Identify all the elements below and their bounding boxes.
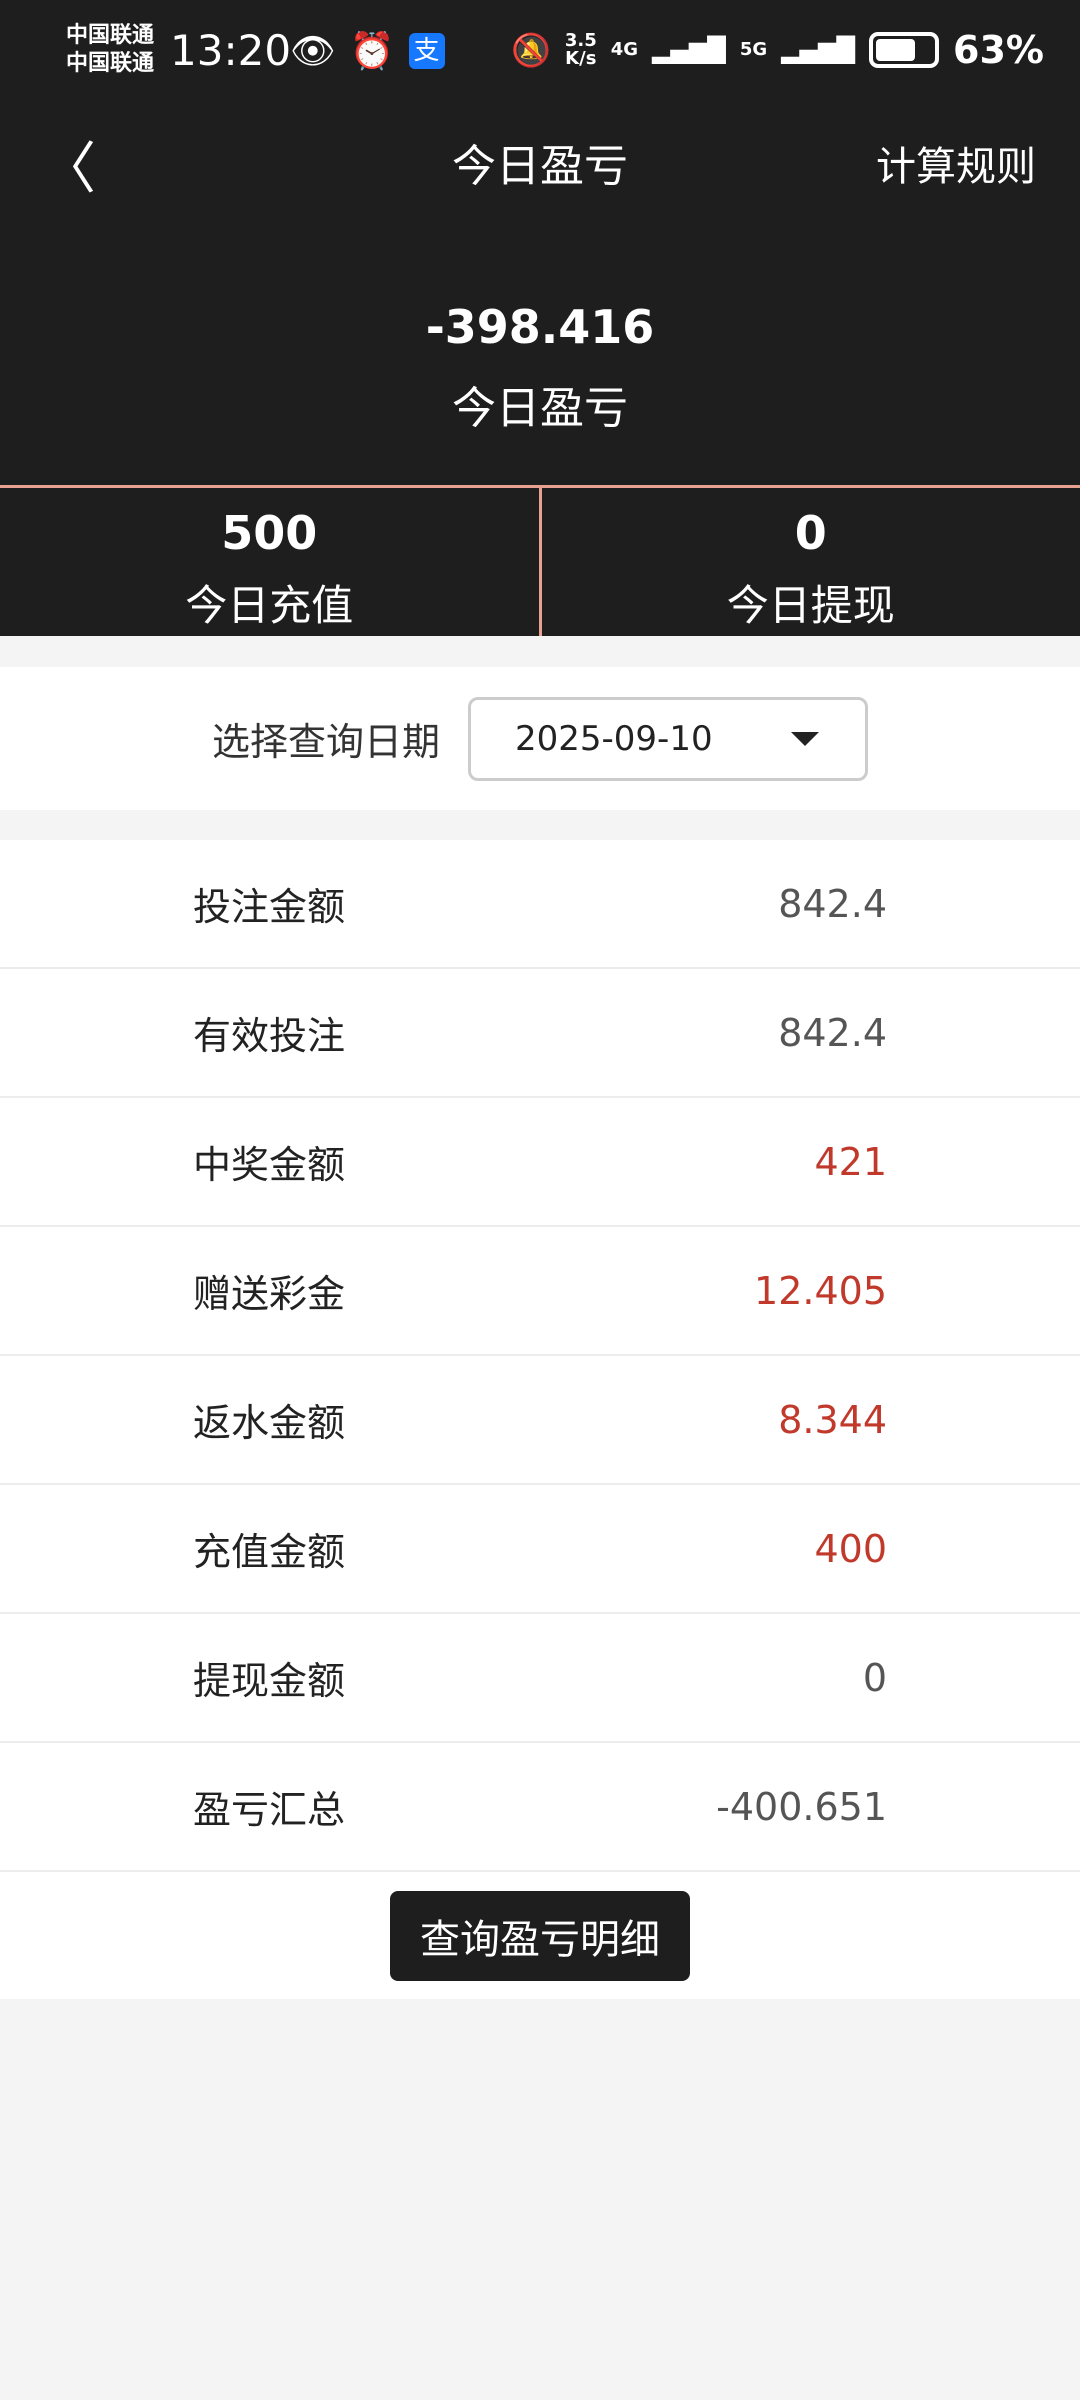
date-label: 选择查询日期	[211, 720, 440, 764]
stat-label: 今日提现	[726, 581, 895, 630]
eye-icon: 👁	[290, 31, 336, 72]
date-select[interactable]: 2025-09-10	[468, 696, 868, 781]
item-value: 0	[862, 1655, 887, 1700]
carrier-1: 中国联通	[66, 23, 155, 48]
status-bar: 中国联通 中国联通 13:20 👁 ⏰ 支 🔕 3.5 K/s 4G ▂▄▆█ 5G ▂…	[0, 0, 1080, 110]
detail-list: 投注金额 842.4 有效投注 842.4 中奖金额 421 赠送彩金 12.405 返水金额 8…	[0, 840, 1080, 1872]
list-item: 返水金额 8.344	[0, 1356, 1080, 1485]
today-profit-value: -398.416	[425, 300, 655, 354]
list-item: 投注金额 842.4	[0, 840, 1080, 969]
nav-bar: 〈 今日盈亏 计算规则	[0, 110, 1080, 202]
query-detail-button[interactable]: 查询盈亏明细	[390, 1890, 690, 1981]
item-value: 12.405	[754, 1268, 887, 1313]
item-label: 投注金额	[193, 885, 346, 929]
item-label: 提现金额	[193, 1659, 346, 1703]
today-profit-label: 今日盈亏	[452, 383, 628, 434]
list-item: 有效投注 842.4	[0, 969, 1080, 1098]
date-filter: 选择查询日期 2025-09-10	[0, 667, 1080, 810]
back-chevron-icon[interactable]: 〈	[40, 137, 96, 202]
calculation-rules-link[interactable]: 计算规则	[876, 144, 1036, 190]
battery-percent: 63%	[953, 28, 1044, 72]
button-area: 查询盈亏明细	[0, 1872, 1080, 1999]
item-value: 400	[814, 1526, 887, 1571]
list-item: 中奖金额 421	[0, 1098, 1080, 1227]
item-label: 充值金额	[193, 1530, 346, 1574]
item-label: 盈亏汇总	[193, 1788, 346, 1832]
signal-4g-icon: 4G	[610, 39, 639, 60]
alarm-icon: ⏰	[349, 31, 395, 72]
item-label: 有效投注	[193, 1014, 346, 1058]
network-speed: 3.5 K/s	[565, 32, 597, 68]
stat-label: 今日充值	[185, 581, 354, 630]
stat-withdraw: 0 今日提现	[538, 488, 1080, 636]
list-item: 盈亏汇总 -400.651	[0, 1743, 1080, 1872]
list-item: 赠送彩金 12.405	[0, 1227, 1080, 1356]
date-value: 2025-09-10	[515, 718, 713, 759]
stat-value: 0	[794, 506, 827, 560]
signal-bars-icon: ▂▄▆█	[652, 36, 726, 64]
list-item: 充值金额 400	[0, 1485, 1080, 1614]
alipay-icon: 支	[408, 33, 445, 69]
stat-recharge: 500 今日充值	[0, 488, 539, 636]
item-label: 中奖金额	[193, 1143, 346, 1187]
item-value: -400.651	[716, 1784, 887, 1829]
speed-value: 3.5	[564, 30, 597, 51]
stats-bar: 500 今日充值 0 今日提现	[0, 485, 1080, 636]
item-label: 返水金额	[193, 1401, 346, 1445]
carrier-2: 中国联通	[66, 51, 155, 76]
item-value: 842.4	[778, 881, 887, 926]
item-label: 赠送彩金	[193, 1272, 346, 1316]
signal-5g-icon: 5G	[739, 39, 768, 60]
signal-bars-icon: ▂▄▆█	[781, 36, 856, 64]
battery-icon	[869, 32, 940, 68]
list-item: 提现金额 0	[0, 1614, 1080, 1743]
item-value: 8.344	[778, 1397, 887, 1442]
carrier-info: 中国联通 中国联通	[66, 22, 154, 78]
item-value: 421	[814, 1139, 887, 1184]
caret-down-icon	[791, 731, 819, 746]
stat-value: 500	[221, 506, 318, 560]
item-value: 842.4	[778, 1010, 887, 1055]
page-title: 今日盈亏	[452, 141, 628, 192]
clock: 13:20	[170, 26, 292, 75]
header-area: 中国联通 中国联通 13:20 👁 ⏰ 支 🔕 3.5 K/s 4G ▂▄▆█ 5G ▂…	[0, 0, 1080, 485]
speed-unit: K/s	[565, 48, 597, 69]
mute-bell-icon: 🔕	[511, 31, 551, 69]
